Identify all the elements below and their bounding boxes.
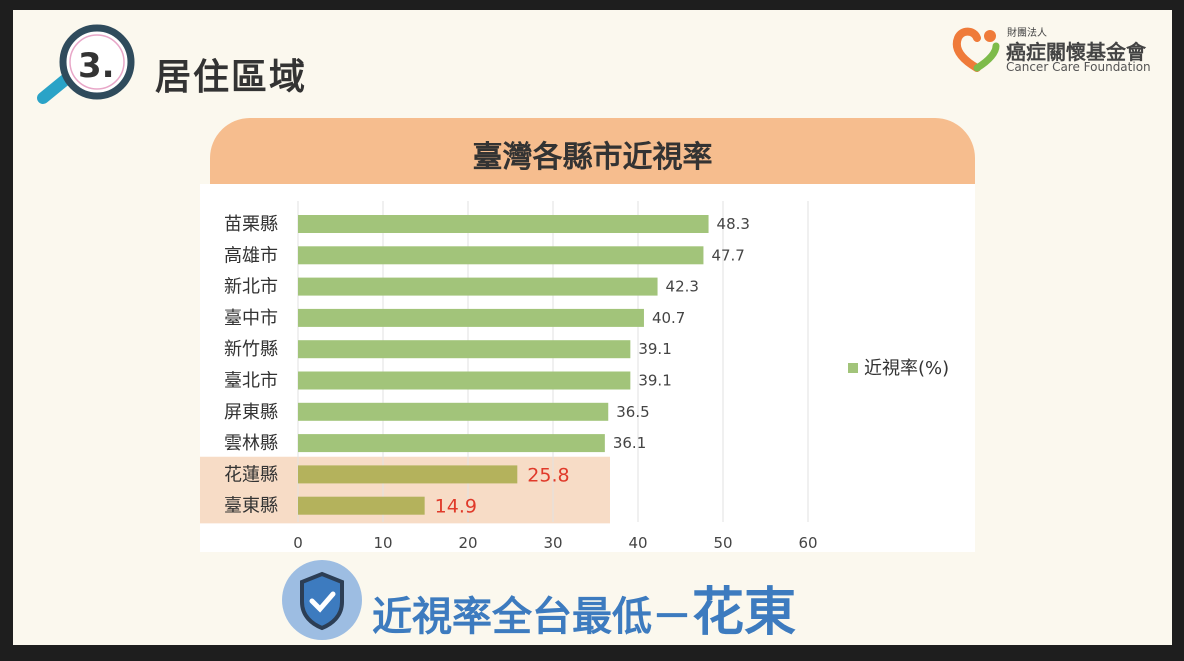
footer-text: 近視率全台最低－花東 [372,570,796,645]
footer-banner: 近視率全台最低－花東 [282,560,882,643]
chart-header: 臺灣各縣市近視率 [210,118,975,184]
x-tick-label: 60 [798,534,817,552]
chart-title: 臺灣各縣市近視率 [472,140,713,175]
data-label: 14.9 [435,496,477,518]
category-label: 高雄市 [224,245,278,266]
data-label: 48.3 [717,215,750,233]
logo: 財團法人 癌症關懷基金會 Cancer Care Foundation [952,22,1167,77]
footer-main: 近視率全台最低－ [372,594,692,640]
data-label: 40.7 [652,309,685,327]
shield-check-icon [282,560,362,640]
bar [298,465,518,484]
legend-swatch [848,363,858,373]
category-label: 臺北市 [224,371,278,392]
category-label: 新竹縣 [224,339,278,360]
bar-chart: 0 10 20 30 40 50 60 苗栗縣 48.3 高雄市 47.7 新北市 42.3 臺中市 40.… [200,201,949,552]
category-label: 雲林縣 [224,433,278,454]
x-tick-label: 50 [713,534,732,552]
section-title: 居住區域 [155,57,308,98]
x-tick-label: 30 [543,534,562,552]
data-label: 39.1 [638,340,671,358]
legend-label: 近視率(%) [864,358,949,379]
bar [298,496,425,515]
x-tick-label: 10 [373,534,392,552]
category-label: 苗栗縣 [224,214,278,235]
data-label: 47.7 [711,246,744,264]
data-label: 25.8 [527,464,569,486]
heart-logo-icon [952,27,1000,72]
chart-panel: 0 10 20 30 40 50 60 苗栗縣 48.3 高雄市 47.7 新北市 42.3 臺中市 40.… [200,184,975,552]
bar [298,246,704,265]
data-label: 42.3 [666,278,699,296]
section-number: 3. [78,46,115,86]
data-label: 39.1 [638,372,671,390]
logo-small-text: 財團法人 [1007,28,1047,39]
category-label: 花蓮縣 [224,464,278,485]
category-label: 屏東縣 [224,402,278,423]
magnifier-icon [37,24,135,104]
bar [298,340,631,359]
x-tick-label: 20 [458,534,477,552]
category-label: 臺中市 [224,308,278,329]
category-label: 新北市 [224,277,278,298]
x-tick-label: 40 [628,534,647,552]
category-label: 臺東縣 [224,496,278,517]
footer-emphasis: 花東 [692,583,797,643]
data-label: 36.5 [616,403,649,421]
data-label: 36.1 [613,434,646,452]
logo-name-en: Cancer Care Foundation [1006,60,1151,74]
logo-name-cn: 癌症關懷基金會 [1006,40,1146,64]
bar [298,308,644,327]
bar [298,371,631,390]
bar [298,277,658,296]
bar [298,434,605,453]
bar [298,402,609,421]
x-tick-label: 0 [293,534,303,552]
bar [298,215,709,233]
